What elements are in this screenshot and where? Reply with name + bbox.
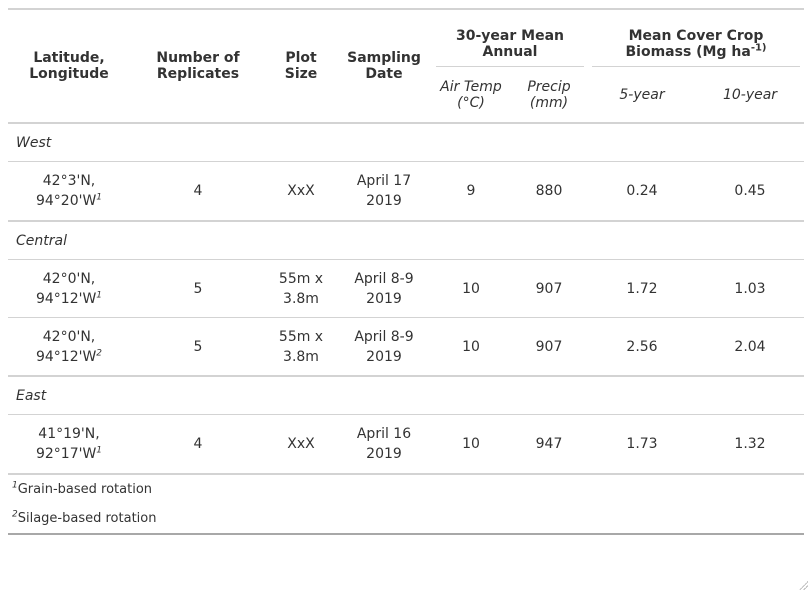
precip-cell: 907	[510, 259, 588, 318]
footnote-1: 1Grain-based rotation	[12, 480, 153, 497]
data-table: Latitude, Longitude Number of Replicates…	[8, 8, 805, 535]
column-header-lat-long: Latitude, Longitude	[8, 8, 130, 124]
footnote-2: 2Silage-based rotation	[8, 504, 805, 535]
column-header-sampling-date: Sampling Date	[336, 8, 432, 124]
plot-size-cell: 55m x 3.8m	[266, 317, 336, 377]
column-header-five-year: 5-year	[588, 67, 696, 124]
group-label-central: Central	[8, 221, 805, 260]
five-year-cell: 0.24	[588, 161, 696, 222]
ten-year-cell: 1.03	[696, 259, 805, 318]
column-header-ten-year: 10-year	[696, 67, 805, 124]
lat-long-cell: 42°0'N, 94°12'W2	[8, 317, 130, 377]
plot-size-cell: 55m x 3.8m	[266, 259, 336, 318]
climate-group-label: 30-year Mean Annual	[436, 28, 584, 67]
column-header-replicates: Number of Replicates	[130, 8, 266, 124]
ten-year-cell: 2.04	[696, 317, 805, 377]
sampling-date-cell: April 8-9 2019	[336, 259, 432, 318]
sampling-date-cell: April 16 2019	[336, 414, 432, 475]
group-label-east: East	[8, 376, 805, 415]
table-row: 41°19'N, 92°17'W1 4 XxX April 16 2019 10 9…	[8, 414, 805, 475]
five-year-cell: 1.73	[588, 414, 696, 475]
table-row: 42°3'N, 94°20'W1 4 XxX April 17 2019 9 880…	[8, 161, 805, 222]
biomass-group-main: Mean Cover Crop Biomass (Mg ha	[625, 28, 764, 60]
replicates-cell: 4	[130, 161, 266, 222]
five-year-cell: 2.56	[588, 317, 696, 377]
air-temp-cell: 10	[432, 317, 510, 377]
precip-cell: 907	[510, 317, 588, 377]
air-temp-cell: 10	[432, 414, 510, 475]
group-label-west: West	[8, 123, 805, 162]
replicates-cell: 5	[130, 317, 266, 377]
column-group-biomass: Mean Cover Crop Biomass (Mg ha-1)	[588, 8, 805, 67]
sampling-date-cell: April 8-9 2019	[336, 317, 432, 377]
ten-year-cell: 1.32	[696, 414, 805, 475]
ten-year-cell: 0.45	[696, 161, 805, 222]
precip-cell: 880	[510, 161, 588, 222]
replicates-cell: 4	[130, 414, 266, 475]
air-temp-cell: 9	[432, 161, 510, 222]
lat-long-cell: 42°0'N, 94°12'W1	[8, 259, 130, 318]
table-row: 42°0'N, 94°12'W1 5 55m x 3.8m April 8-9 201…	[8, 259, 805, 318]
biomass-group-label: Mean Cover Crop Biomass (Mg ha-1)	[592, 28, 801, 67]
lat-long-cell: 42°3'N, 94°20'W1	[8, 161, 130, 222]
precip-cell: 947	[510, 414, 588, 475]
replicates-cell: 5	[130, 259, 266, 318]
table-row: 42°0'N, 94°12'W2 5 55m x 3.8m April 8-9 201…	[8, 317, 805, 377]
biomass-group-exponent: -1)	[750, 42, 767, 54]
column-group-climate: 30-year Mean Annual	[432, 8, 588, 67]
column-header-air-temp: Air Temp (°C)	[432, 67, 510, 124]
plot-size-cell: XxX	[266, 414, 336, 475]
resize-grip-icon[interactable]	[798, 580, 808, 590]
sampling-date-cell: April 17 2019	[336, 161, 432, 222]
column-header-precip: Precip (mm)	[510, 67, 588, 124]
column-header-plot-size: Plot Size	[266, 8, 336, 124]
plot-size-cell: XxX	[266, 161, 336, 222]
five-year-cell: 1.72	[588, 259, 696, 318]
lat-long-cell: 41°19'N, 92°17'W1	[8, 414, 130, 475]
air-temp-cell: 10	[432, 259, 510, 318]
